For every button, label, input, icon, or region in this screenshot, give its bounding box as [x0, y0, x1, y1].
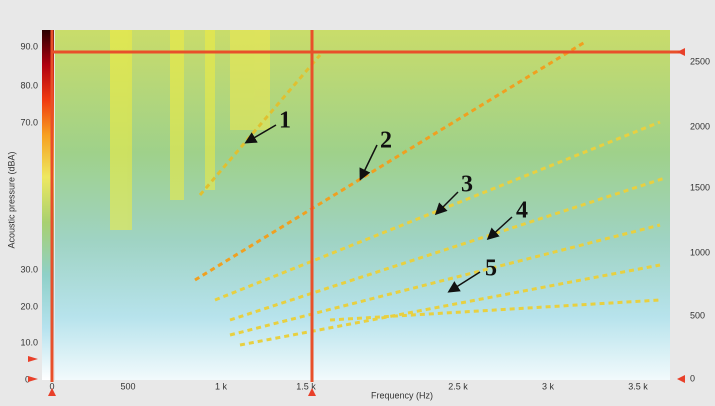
- tick-label: 3.5 k: [628, 381, 648, 391]
- tick-label: 2500: [690, 56, 710, 66]
- annotation: 1: [279, 108, 291, 134]
- tick-label: 500: [120, 381, 135, 391]
- spectral-streaks: [110, 30, 270, 230]
- order-lines: [194, 40, 666, 347]
- spectrogram: [55, 30, 670, 380]
- arrows: [244, 124, 513, 293]
- tick-label: 1000: [690, 247, 710, 257]
- bottom-axis: 0 500 1 k 1.5 k 2.5 k 3 k 3.5 k Frequenc…: [48, 381, 648, 400]
- tick-label: 30.0: [20, 264, 38, 274]
- left-axis: 90.0 80.0 70.0 30.0 20.0 10.0 0 Acoustic…: [6, 41, 38, 384]
- tick-label: 1500: [690, 182, 710, 192]
- tick-label: 90.0: [20, 41, 38, 51]
- tick-label: 3 k: [542, 381, 555, 391]
- tick-label: 1 k: [215, 381, 228, 391]
- right-axis: 2500 2000 1500 1000 500 0: [677, 48, 710, 383]
- tick-label: 80.0: [20, 80, 38, 90]
- tick-label: 0: [25, 374, 30, 384]
- tick-label: 0: [49, 381, 54, 391]
- tick-label: 2.5 k: [448, 381, 468, 391]
- tick-label: 0: [690, 373, 695, 383]
- tick-label: 2000: [690, 121, 710, 131]
- tick-label: 20.0: [20, 301, 38, 311]
- tick-label: 500: [690, 310, 705, 320]
- annotation: 3: [461, 172, 473, 198]
- axis-label: Frequency (Hz): [371, 390, 433, 400]
- tick-label: 10.0: [20, 337, 38, 347]
- tick-label: 70.0: [20, 117, 38, 127]
- axis-label: Acoustic pressure (dBA): [6, 151, 16, 248]
- annotation: 2: [380, 128, 392, 154]
- tick-label: 1.5 k: [296, 381, 316, 391]
- annotation: 5: [485, 256, 497, 282]
- annotation: 4: [516, 198, 528, 224]
